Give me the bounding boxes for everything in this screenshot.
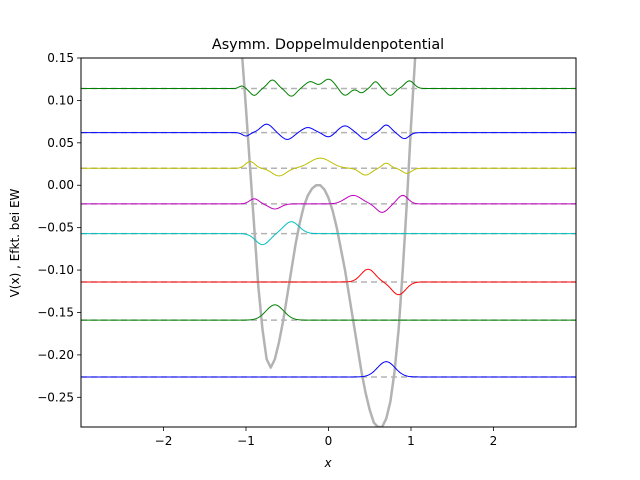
x-tick-label: −2 [155,434,173,448]
wavefunction-curve [81,221,576,246]
x-tick-label: 2 [490,434,498,448]
potential-curve [241,58,417,427]
wavefunction-curve [81,268,576,296]
y-tick-label: 0.05 [47,136,74,150]
y-axis: −0.25 −0.20 −0.15 −0.10 −0.05 0.00 0.05 0.10 0.1… [37,51,81,404]
y-tick-label: −0.10 [37,263,74,277]
y-tick-label: −0.20 [37,348,74,362]
plot-area [81,58,576,427]
y-tick-label: 0.00 [47,178,74,192]
y-tick-label: −0.05 [37,221,74,235]
wavefunction-curve [81,157,576,177]
x-tick-label: −1 [237,434,255,448]
y-tick-label: 0.10 [47,93,74,107]
y-tick-label: −0.25 [37,390,74,404]
x-tick-label: 1 [407,434,415,448]
y-tick-label: 0.15 [47,51,74,65]
chart-title: Asymm. Doppelmuldenpotential [212,37,444,53]
x-axis-label: x [323,456,332,470]
y-tick-label: −0.15 [37,305,74,319]
wavefunction-curve [81,361,576,378]
wavefunction-curve [81,304,576,321]
y-axis-label: V(x) , Efkt. bei EW [8,188,22,297]
x-axis: −2 −1 0 1 2 [155,427,498,448]
wavefunction-curve [81,123,576,140]
wavefunction-curve [81,194,576,213]
wavefunction-curve [81,78,576,97]
x-tick-label: 0 [325,434,333,448]
